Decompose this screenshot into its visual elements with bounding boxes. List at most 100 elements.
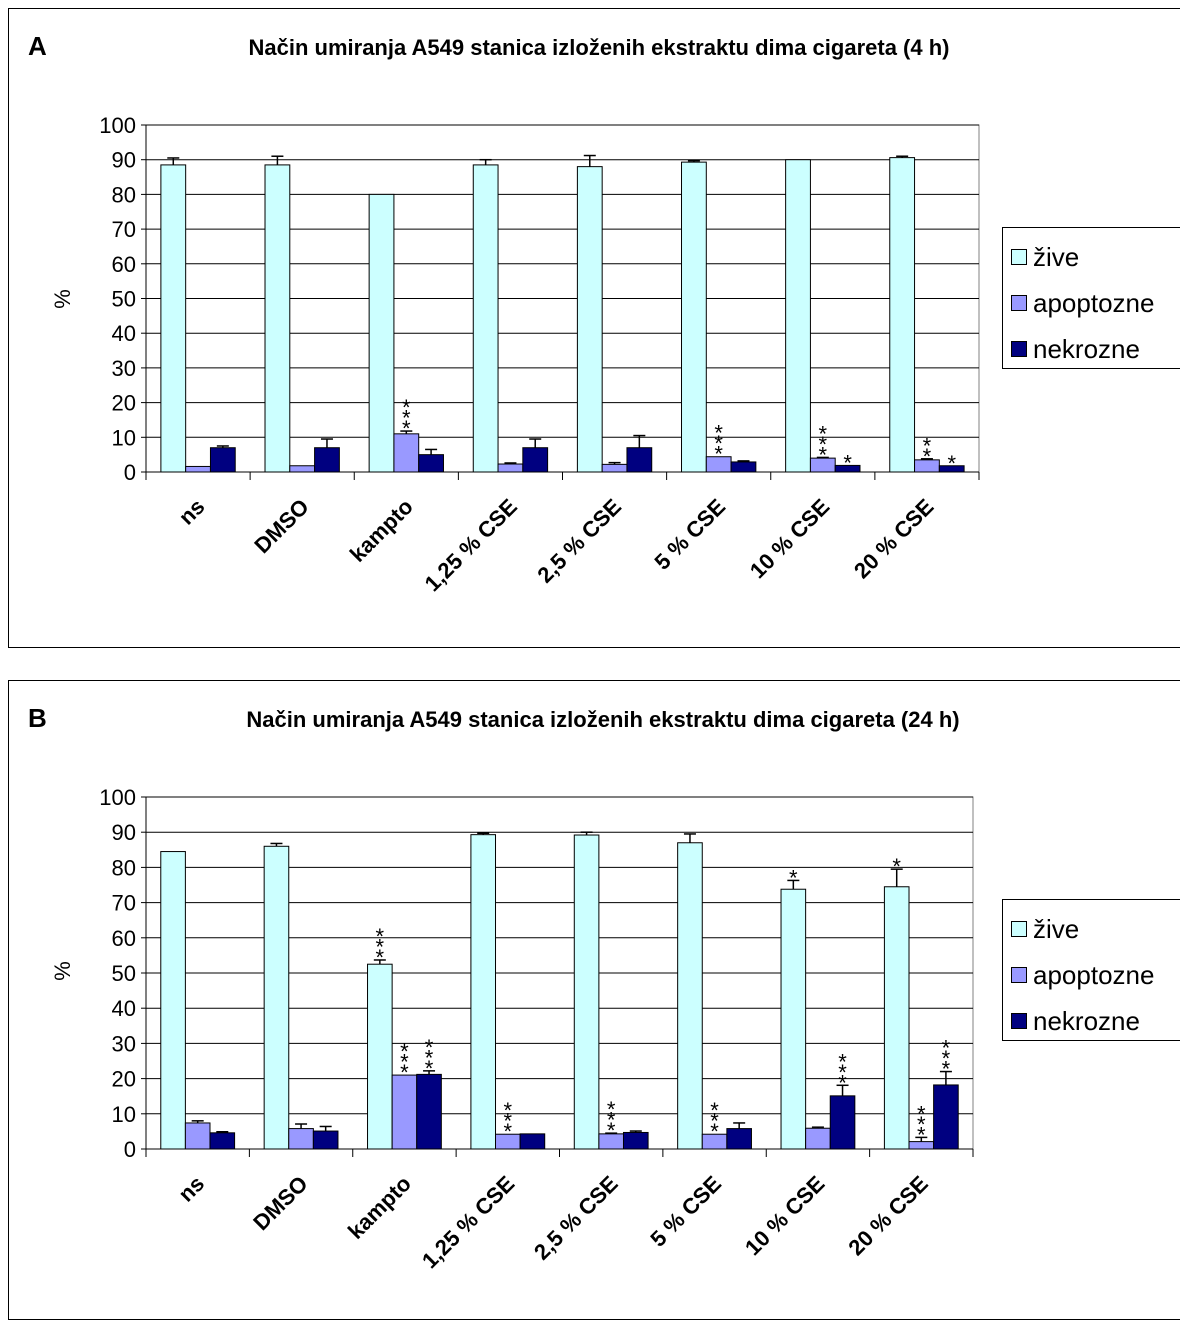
bar-zive: [367, 963, 393, 1150]
bar-apoptozne: [288, 1128, 314, 1150]
bar-nekrozne: [938, 465, 965, 473]
bar-nekrozne: [730, 461, 757, 473]
significance-star: *: [710, 1109, 719, 1134]
x-category-label: 1,25 % CSE: [420, 494, 522, 596]
y-tick-label: 80: [112, 182, 136, 207]
bar-zive: [160, 851, 186, 1150]
y-tick-label: 80: [112, 855, 136, 880]
chart-b-ylabel: %: [50, 961, 75, 981]
bar-nekrozne: [829, 1095, 856, 1150]
significance-star: *: [942, 1057, 951, 1082]
bar-nekrozne: [522, 447, 549, 473]
bar-apoptozne: [601, 463, 628, 473]
x-category-label: 20 % CSE: [849, 494, 938, 583]
significance-star: *: [376, 945, 385, 970]
legend-label-nekrozne: nekrozne: [1033, 333, 1140, 364]
bar-apoptozne: [289, 465, 316, 473]
bar-zive: [264, 164, 291, 473]
bar-zive: [368, 193, 395, 473]
x-category-label: DMSO: [249, 494, 313, 558]
y-tick-label: 40: [112, 996, 136, 1021]
significance-star: *: [402, 395, 411, 420]
bar-nekrozne: [312, 1130, 339, 1150]
y-tick-label: 70: [112, 891, 136, 916]
bar-zive: [470, 834, 497, 1150]
significance-star: *: [402, 406, 411, 431]
x-category-label: DMSO: [248, 1171, 312, 1235]
x-category-label: ns: [174, 494, 210, 530]
chart-b-svg: B Način umiranja A549 stanica izloženih …: [28, 703, 974, 1273]
significance-star: *: [892, 854, 901, 879]
bar-nekrozne: [416, 1073, 442, 1150]
bar-zive: [160, 164, 187, 473]
chart-panel-b: B Način umiranja A549 stanica izloženih …: [8, 680, 1180, 1320]
bar-zive: [889, 157, 916, 473]
significance-star: *: [400, 1050, 409, 1075]
x-category-label: 20 % CSE: [843, 1171, 932, 1260]
bar-nekrozne: [626, 447, 653, 473]
bar-nekrozne: [933, 1084, 959, 1150]
significance-star: *: [504, 1109, 513, 1134]
y-tick-label: 50: [112, 961, 136, 986]
x-category-label: 2,5 % CSE: [529, 1171, 623, 1265]
significance-star: *: [376, 934, 385, 959]
legend-item-nekrozne: nekrozne: [1011, 333, 1140, 364]
bar-nekrozne: [418, 454, 444, 473]
significance-star: *: [942, 1046, 951, 1071]
y-tick-label: 30: [112, 356, 136, 381]
bar-zive: [883, 886, 910, 1150]
significance-star: *: [402, 416, 411, 441]
bar-nekrozne: [209, 447, 236, 473]
y-tick-label: 20: [112, 1067, 136, 1092]
y-tick-label: 50: [112, 287, 136, 312]
bar-apoptozne: [497, 463, 524, 473]
y-tick-label: 70: [112, 217, 136, 242]
chart-b-legend: žive apoptozne nekrozne: [1002, 899, 1180, 1041]
y-tick-label: 60: [112, 252, 136, 277]
significance-star: *: [710, 1098, 719, 1123]
significance-star: *: [838, 1049, 847, 1074]
bar-zive: [263, 845, 290, 1150]
significance-star: *: [789, 865, 798, 890]
legend-item-apoptozne: apoptozne: [1011, 288, 1154, 318]
legend-swatch-zive: [1011, 921, 1027, 937]
x-category-label: 5 % CSE: [645, 1171, 726, 1252]
significance-star: *: [607, 1097, 616, 1122]
significance-star: *: [917, 1101, 926, 1126]
bar-nekrozne: [622, 1131, 649, 1150]
significance-star: *: [607, 1118, 616, 1143]
significance-star: *: [425, 1045, 434, 1070]
y-tick-label: 100: [99, 785, 136, 810]
legend-label-nekrozne: nekrozne: [1033, 1005, 1140, 1036]
y-tick-label: 10: [112, 1102, 136, 1127]
bar-zive: [576, 166, 603, 473]
significance-star: *: [942, 1036, 951, 1061]
x-category-label: 2,5 % CSE: [532, 494, 626, 588]
legend-label-apoptozne: apoptozne: [1033, 959, 1155, 990]
significance-star: *: [714, 442, 723, 467]
significance-star: *: [838, 1060, 847, 1085]
chart-b-title: Način umiranja A549 stanica izloženih ek…: [246, 707, 959, 732]
significance-star: *: [376, 924, 385, 949]
legend-swatch-nekrozne: [1011, 1013, 1027, 1029]
chart-a-title: Način umiranja A549 stanica izloženih ek…: [249, 35, 950, 60]
significance-star: *: [504, 1098, 513, 1123]
bar-apoptozne: [393, 433, 420, 473]
bar-zive: [472, 164, 499, 473]
x-category-label: kampto: [345, 494, 418, 567]
bar-nekrozne: [726, 1128, 752, 1150]
bar-zive: [677, 842, 703, 1150]
chart-a-ylabel: %: [50, 289, 75, 309]
x-category-label: 10 % CSE: [745, 494, 834, 583]
bar-nekrozne: [834, 464, 861, 473]
y-tick-label: 40: [112, 321, 136, 346]
y-tick-label: 10: [112, 425, 136, 450]
significance-star: *: [714, 421, 723, 446]
significance-star: *: [819, 421, 828, 446]
chart-a-svg: A Način umiranja A549 stanica izloženih …: [28, 31, 980, 596]
bar-nekrozne: [314, 447, 340, 473]
legend-item-zive: žive: [1011, 242, 1079, 272]
significance-star: *: [917, 1112, 926, 1137]
bar-nekrozne: [519, 1133, 546, 1150]
